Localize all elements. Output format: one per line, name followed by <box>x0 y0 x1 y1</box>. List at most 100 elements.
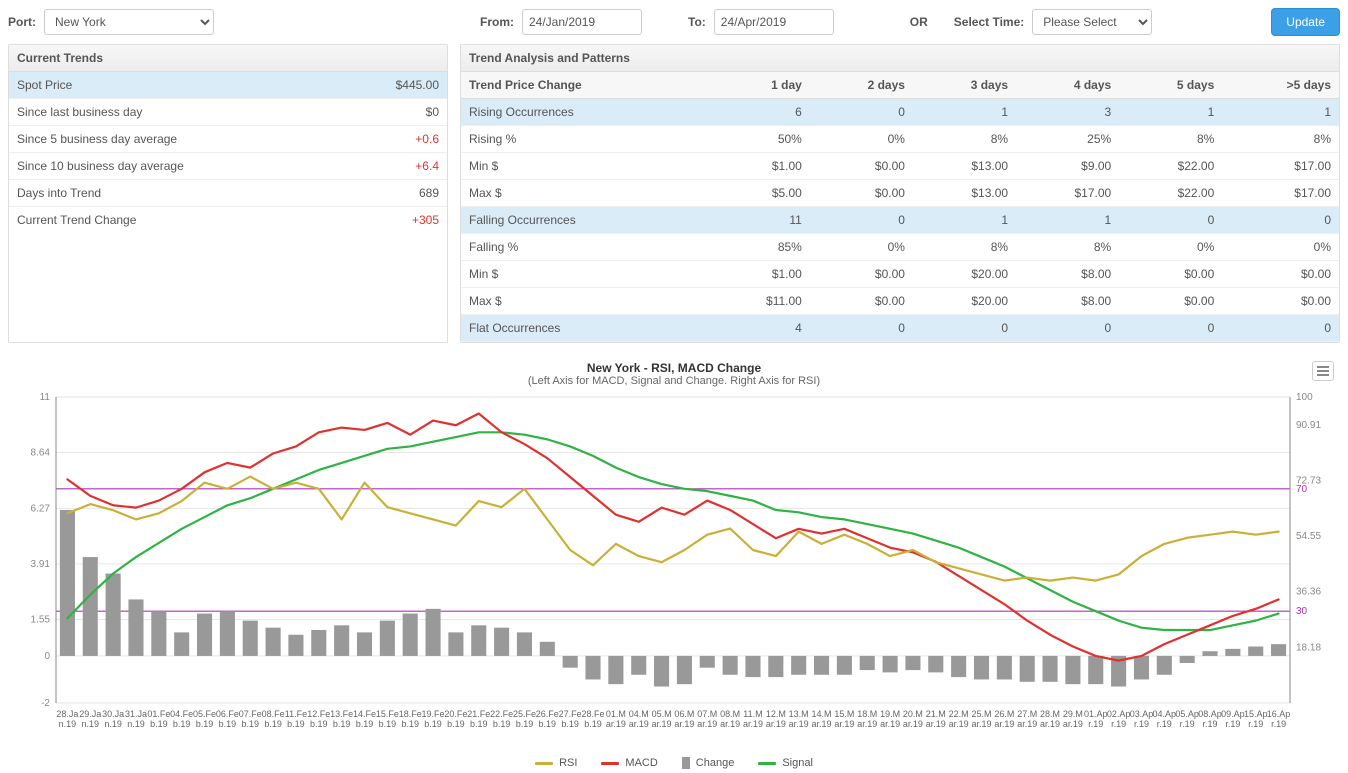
svg-text:r.19: r.19 <box>1088 719 1103 729</box>
svg-text:27.M: 27.M <box>1017 709 1037 719</box>
svg-text:-2: -2 <box>41 698 50 709</box>
tap-cell: 0 <box>1222 315 1339 342</box>
tap-cell: 0% <box>810 234 913 261</box>
svg-text:8.64: 8.64 <box>31 448 51 459</box>
svg-text:ar.19: ar.19 <box>606 719 626 729</box>
update-button[interactable]: Update <box>1271 8 1340 36</box>
svg-text:70: 70 <box>1296 484 1308 495</box>
svg-text:11: 11 <box>40 392 51 403</box>
table-row: Min $$1.00$0.00$20.00$8.00$0.00$0.00 <box>461 261 1339 288</box>
tap-cell: $0.00 <box>1222 261 1339 288</box>
chart-subtitle: (Left Axis for MACD, Signal and Change. … <box>8 375 1340 387</box>
svg-text:26.M: 26.M <box>994 709 1014 719</box>
svg-text:b.19: b.19 <box>539 719 557 729</box>
svg-text:n.19: n.19 <box>82 719 100 729</box>
tap-cell: 1 <box>1016 207 1119 234</box>
table-row: Max $$11.00$0.00$20.00$8.00$0.00$0.00 <box>461 288 1339 315</box>
to-date-input[interactable] <box>714 9 834 35</box>
ct-label: Since 5 business day average <box>9 126 340 153</box>
svg-text:07.M: 07.M <box>697 709 717 719</box>
svg-text:n.19: n.19 <box>104 719 122 729</box>
svg-text:b.19: b.19 <box>310 719 328 729</box>
svg-text:05.Ap: 05.Ap <box>1175 709 1199 719</box>
ct-label: Days into Trend <box>9 180 340 207</box>
filter-bar: Port: New York From: To: OR Select Time:… <box>8 4 1340 44</box>
select-time-select[interactable]: Please Select <box>1032 9 1152 35</box>
tap-row-label: Falling % <box>461 234 710 261</box>
svg-text:08.Fe: 08.Fe <box>262 709 285 719</box>
chart-menu-icon[interactable] <box>1312 361 1334 381</box>
tap-cell: $0.00 <box>810 180 913 207</box>
svg-text:05.Fe: 05.Fe <box>193 709 216 719</box>
tap-row-label: Min $ <box>461 261 710 288</box>
svg-text:09.Ap: 09.Ap <box>1221 709 1245 719</box>
tap-cell: $13.00 <box>913 153 1016 180</box>
svg-text:11.Fe: 11.Fe <box>285 709 307 719</box>
or-label: OR <box>910 15 928 29</box>
chart-legend: RSI MACD Change Signal <box>8 757 1340 769</box>
svg-text:b.19: b.19 <box>516 719 534 729</box>
tap-cell: $1.00 <box>710 261 810 288</box>
tap-cell: $22.00 <box>1119 180 1222 207</box>
tap-cell: 0 <box>1119 315 1222 342</box>
tap-cell: $13.00 <box>913 180 1016 207</box>
svg-text:b.19: b.19 <box>333 719 351 729</box>
tap-cell: 0 <box>1119 207 1222 234</box>
svg-text:30.Ja: 30.Ja <box>102 709 124 719</box>
current-trends-table: Spot Price$445.00Since last business day… <box>9 72 447 233</box>
ct-label: Spot Price <box>9 72 340 99</box>
svg-text:22.Fe: 22.Fe <box>490 709 513 719</box>
svg-text:11.M: 11.M <box>743 709 762 719</box>
svg-text:ar.19: ar.19 <box>880 719 900 729</box>
legend-item[interactable]: RSI <box>535 757 577 769</box>
svg-text:36.36: 36.36 <box>1296 587 1321 598</box>
svg-text:ar.19: ar.19 <box>789 719 809 729</box>
svg-text:b.19: b.19 <box>173 719 191 729</box>
svg-text:ar.19: ar.19 <box>1017 719 1037 729</box>
legend-label: Signal <box>782 757 813 769</box>
svg-text:19.Fe: 19.Fe <box>422 709 445 719</box>
legend-item[interactable]: Signal <box>758 757 813 769</box>
table-row: Max $$5.00$0.00$13.00$17.00$22.00$17.00 <box>461 180 1339 207</box>
tap-cell: 1 <box>1222 99 1339 126</box>
svg-text:28.Fe: 28.Fe <box>582 709 605 719</box>
tap-cell: 1 <box>913 99 1016 126</box>
svg-text:28.M: 28.M <box>1040 709 1060 719</box>
svg-text:b.19: b.19 <box>196 719 214 729</box>
svg-text:18.18: 18.18 <box>1296 642 1321 653</box>
ct-label: Current Trend Change <box>9 207 340 234</box>
tap-column-header: 4 days <box>1016 72 1119 99</box>
tap-cell: $17.00 <box>1222 153 1339 180</box>
svg-text:ar.19: ar.19 <box>743 719 763 729</box>
svg-text:01.M: 01.M <box>606 709 626 719</box>
ct-value: +0.6 <box>340 126 447 153</box>
legend-item[interactable]: Change <box>682 757 735 769</box>
table-row: Since 5 business day average+0.6 <box>9 126 447 153</box>
tap-cell: 0% <box>1222 234 1339 261</box>
tap-cell: 0 <box>1016 315 1119 342</box>
ct-value: +6.4 <box>340 153 447 180</box>
svg-text:06.Fe: 06.Fe <box>216 709 239 719</box>
tap-cell: 0 <box>810 207 913 234</box>
table-row: Current Trend Change+305 <box>9 207 447 234</box>
svg-text:30: 30 <box>1296 606 1308 617</box>
tap-cell: 6 <box>710 99 810 126</box>
svg-text:15.Fe: 15.Fe <box>376 709 399 719</box>
svg-text:b.19: b.19 <box>379 719 397 729</box>
tap-cell: $5.00 <box>710 180 810 207</box>
svg-text:18.Fe: 18.Fe <box>399 709 422 719</box>
tap-cell: 8% <box>1119 126 1222 153</box>
svg-text:15.Ap: 15.Ap <box>1244 709 1268 719</box>
from-date-input[interactable] <box>522 9 642 35</box>
table-row: Since 10 business day average+6.4 <box>9 153 447 180</box>
tap-cell: $9.00 <box>1016 153 1119 180</box>
legend-item[interactable]: MACD <box>601 757 657 769</box>
table-row: Min $$1.00$0.00$13.00$9.00$22.00$17.00 <box>461 153 1339 180</box>
table-row: Falling %85%0%8%8%0%0% <box>461 234 1339 261</box>
svg-text:ar.19: ar.19 <box>1063 719 1083 729</box>
port-select[interactable]: New York <box>44 9 214 35</box>
svg-text:r.19: r.19 <box>1225 719 1240 729</box>
svg-text:b.19: b.19 <box>264 719 282 729</box>
svg-text:ar.19: ar.19 <box>652 719 672 729</box>
ct-value: $445.00 <box>340 72 447 99</box>
